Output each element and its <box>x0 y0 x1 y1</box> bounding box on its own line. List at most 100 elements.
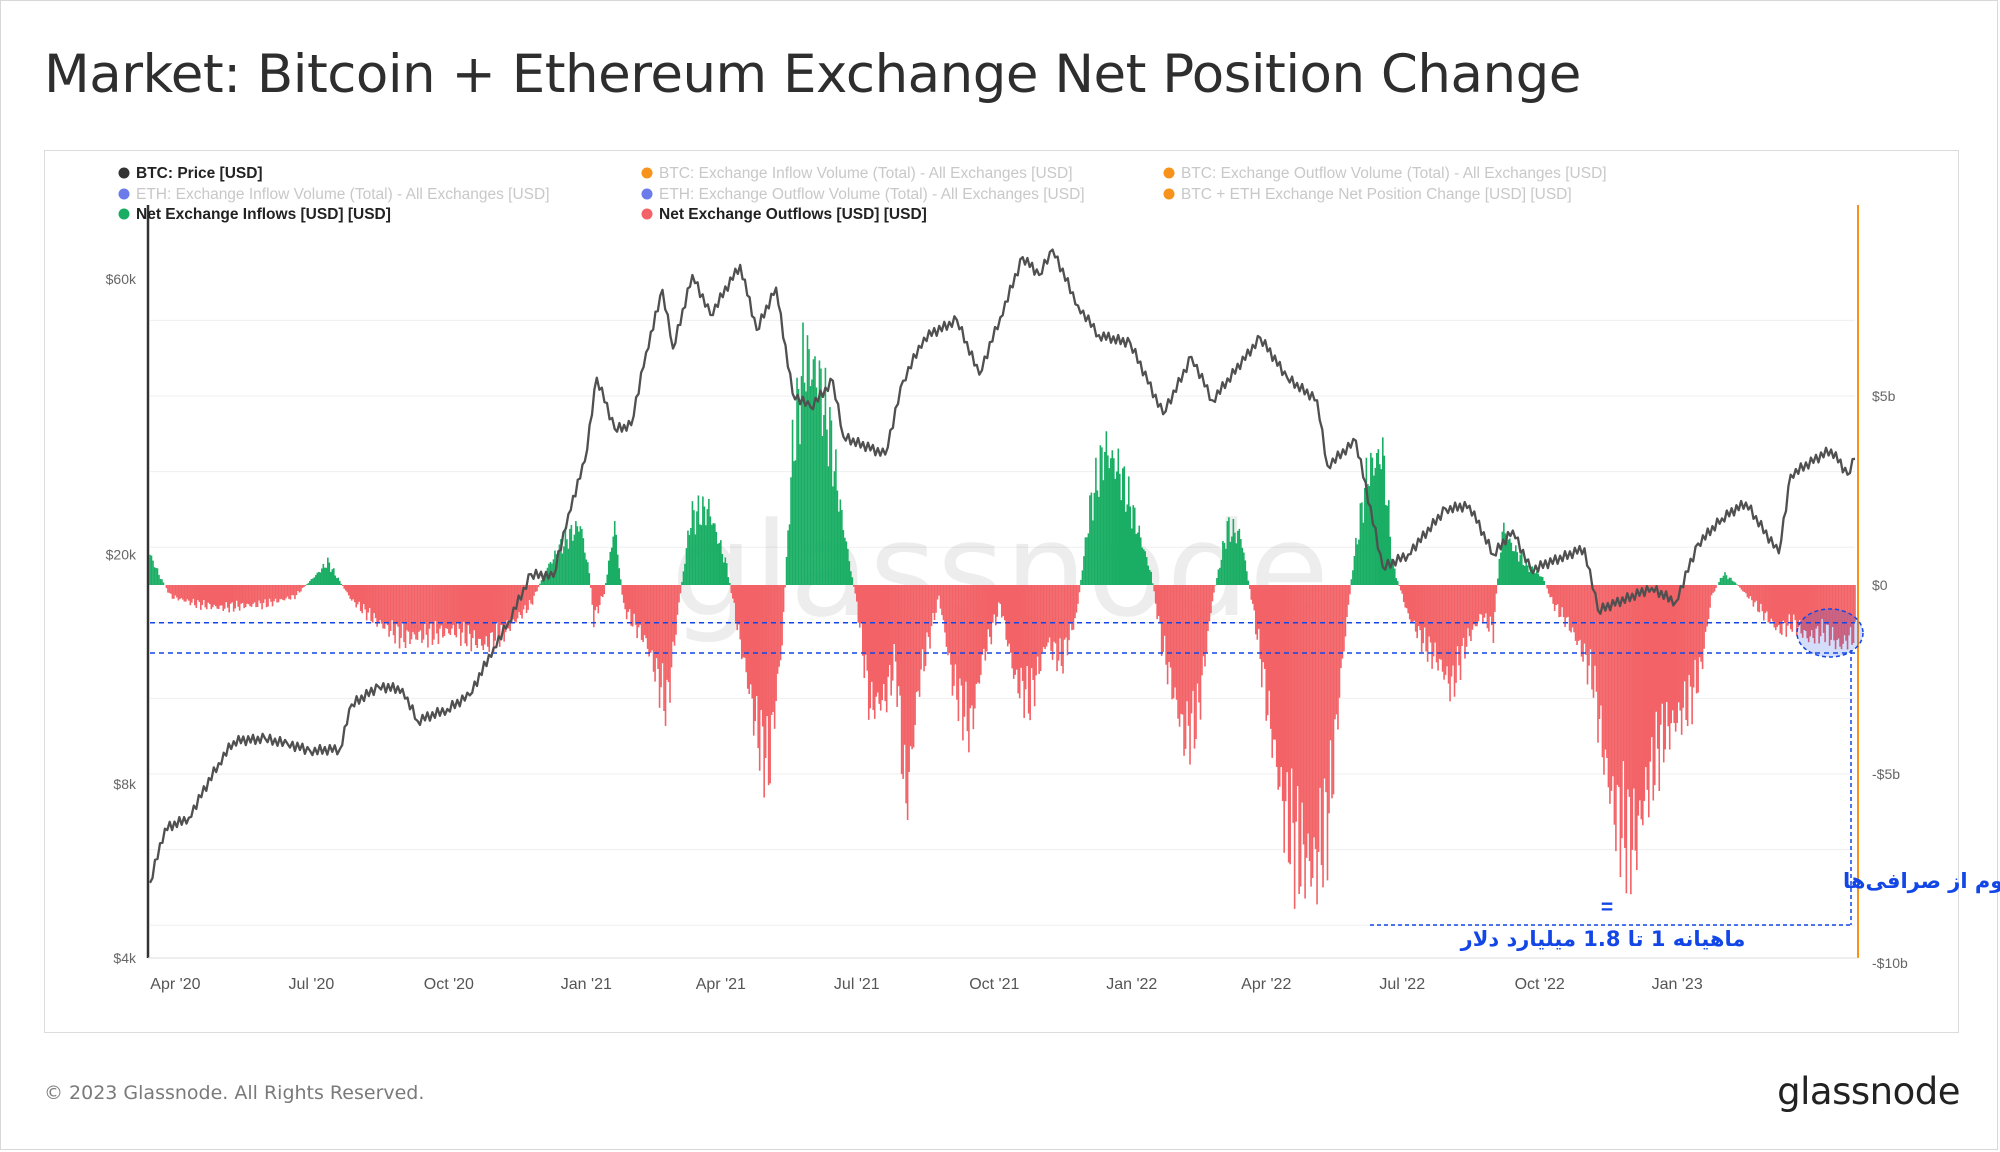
net-outflow-bar-228 <box>489 585 492 634</box>
net-outflow-bar-421 <box>778 585 780 667</box>
net-outflow-bar-570 <box>1000 585 1003 618</box>
net-outflow-bar-543 <box>960 585 963 686</box>
net-outflow-bar-615 <box>1068 585 1070 641</box>
net-inflow-bar-916 <box>1517 561 1520 585</box>
net-outflow-bar-761 <box>1286 585 1288 773</box>
net-outflow-bar-1131 <box>1839 585 1841 647</box>
net-inflow-bar-311 <box>613 521 616 585</box>
net-outflow-bar-256 <box>531 585 534 605</box>
net-outflow-bar-73 <box>258 585 260 601</box>
net-outflow-bar-553 <box>975 585 978 685</box>
net-inflow-bar-465 <box>844 537 846 585</box>
page-title: Market: Bitcoin + Ethereum Exchange Net … <box>44 44 1581 105</box>
net-outflow-bar-618 <box>1072 585 1075 630</box>
net-outflow-bar-1017 <box>1668 585 1671 750</box>
net-outflow-bar-403 <box>751 585 754 699</box>
net-outflow-bar-316 <box>621 585 623 595</box>
net-inflow-bar-809 <box>1358 539 1360 585</box>
net-outflow-bar-979 <box>1612 585 1614 777</box>
net-outflow-bar-531 <box>942 585 945 621</box>
net-outflow-bar-1063 <box>1737 585 1740 586</box>
net-outflow-bar-1122 <box>1825 585 1828 625</box>
net-outflow-bar-72 <box>256 585 259 608</box>
net-inflow-bar-359 <box>685 548 688 585</box>
net-inflow-bar-915 <box>1516 552 1519 585</box>
net-outflow-bar-614 <box>1066 585 1069 656</box>
net-inflow-bar-656 <box>1129 506 1132 585</box>
net-outflow-bar-995 <box>1636 585 1638 871</box>
net-outflow-bar-896 <box>1488 585 1490 632</box>
net-inflow-bar-470 <box>851 577 854 585</box>
net-outflow-bar-132 <box>346 585 349 593</box>
net-outflow-bar-980 <box>1613 585 1616 825</box>
net-outflow-bar-1047 <box>1713 585 1716 592</box>
net-outflow-bar-423 <box>781 585 783 646</box>
net-inflow-bar-830 <box>1389 536 1392 585</box>
net-outflow-bar-407 <box>757 585 759 749</box>
net-outflow-bar-29 <box>192 585 195 599</box>
net-outflow-bar-756 <box>1278 585 1281 787</box>
net-outflow-bar-1025 <box>1680 585 1683 735</box>
net-inflow-bar-127 <box>338 580 341 585</box>
net-outflow-bar-68 <box>250 585 253 607</box>
net-outflow-bar-573 <box>1005 585 1008 640</box>
net-outflow-bar-177 <box>413 585 416 635</box>
net-inflow-bar-438 <box>803 382 806 585</box>
net-outflow-bar-770 <box>1299 585 1302 887</box>
net-inflow-bar-451 <box>823 415 825 585</box>
net-outflow-bar-874 <box>1455 585 1457 683</box>
net-inflow-bar-279 <box>566 539 568 585</box>
net-outflow-bar-235 <box>500 585 502 625</box>
net-outflow-bar-613 <box>1065 585 1067 638</box>
net-outflow-bar-1014 <box>1664 585 1667 750</box>
net-inflow-bar-273 <box>557 558 559 585</box>
net-outflow-bar-956 <box>1577 585 1580 641</box>
net-outflow-bar-186 <box>427 585 429 648</box>
net-outflow-bar-782 <box>1317 585 1320 852</box>
net-outflow-bar-321 <box>628 585 631 610</box>
net-outflow-bar-83 <box>273 585 275 602</box>
net-inflow-bar-374 <box>708 498 710 585</box>
net-outflow-bar-1100 <box>1792 585 1795 615</box>
net-outflow-bar-1123 <box>1827 585 1829 625</box>
net-outflow-bar-537 <box>951 585 954 696</box>
net-outflow-bar-399 <box>745 585 748 673</box>
net-inflow-bar-432 <box>794 460 797 585</box>
net-inflow-bar-428 <box>788 524 791 585</box>
net-inflow-bar-817 <box>1370 452 1372 585</box>
net-outflow-bar-237 <box>503 585 505 642</box>
net-outflow-bar-801 <box>1346 585 1348 618</box>
net-outflow-bar-98 <box>295 585 298 596</box>
net-outflow-bar-608 <box>1057 585 1060 661</box>
net-inflow-bar-662 <box>1138 525 1141 585</box>
net-inflow-bar-462 <box>839 499 842 585</box>
net-outflow-bar-611 <box>1062 585 1064 674</box>
net-inflow-bar-813 <box>1364 487 1366 585</box>
net-outflow-bar-948 <box>1565 585 1568 618</box>
net-inflow-bar-631 <box>1092 520 1094 585</box>
net-outflow-bar-164 <box>394 585 396 644</box>
net-outflow-bar-506 <box>905 585 907 804</box>
net-outflow-bar-1095 <box>1785 585 1788 637</box>
net-outflow-bar-597 <box>1041 585 1043 653</box>
btc-price-line <box>148 248 1856 884</box>
net-outflow-bar-100 <box>298 585 301 593</box>
net-inflow-bar-719 <box>1223 542 1226 585</box>
net-outflow-bar-43 <box>213 585 216 605</box>
net-outflow-bar-1094 <box>1783 585 1786 624</box>
net-outflow-bar-882 <box>1467 585 1469 629</box>
net-outflow-bar-592 <box>1033 585 1036 707</box>
net-outflow-bar-14 <box>170 585 172 594</box>
net-inflow-bar-826 <box>1383 455 1386 585</box>
net-inflow-bar-722 <box>1228 517 1230 585</box>
net-inflow-bar-376 <box>711 524 713 585</box>
net-outflow-bar-1008 <box>1655 585 1658 712</box>
net-outflow-bar-1028 <box>1685 585 1687 720</box>
net-inflow-bar-625 <box>1083 556 1085 585</box>
net-outflow-bar-31 <box>195 585 198 608</box>
net-inflow-bar-918 <box>1520 552 1523 585</box>
net-inflow-bar-648 <box>1117 448 1120 585</box>
net-outflow-bar-326 <box>636 585 638 639</box>
net-outflow-bar-346 <box>666 585 668 680</box>
net-outflow-bar-84 <box>274 585 277 599</box>
